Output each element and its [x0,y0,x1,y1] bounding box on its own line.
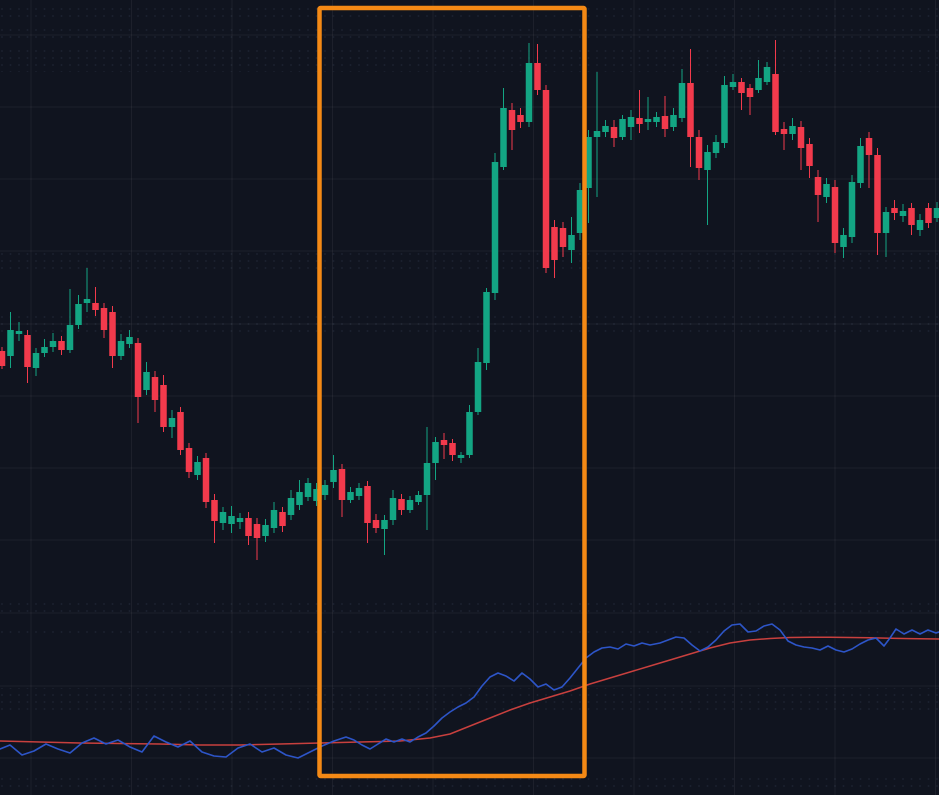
slow-line[interactable] [0,636,939,746]
breakout-highlight-rectangle[interactable] [317,5,587,779]
dotted-texture-bands [0,4,939,790]
fast-line[interactable] [0,623,939,759]
candlestick-series [0,40,939,560]
indicator-pane [0,623,939,759]
